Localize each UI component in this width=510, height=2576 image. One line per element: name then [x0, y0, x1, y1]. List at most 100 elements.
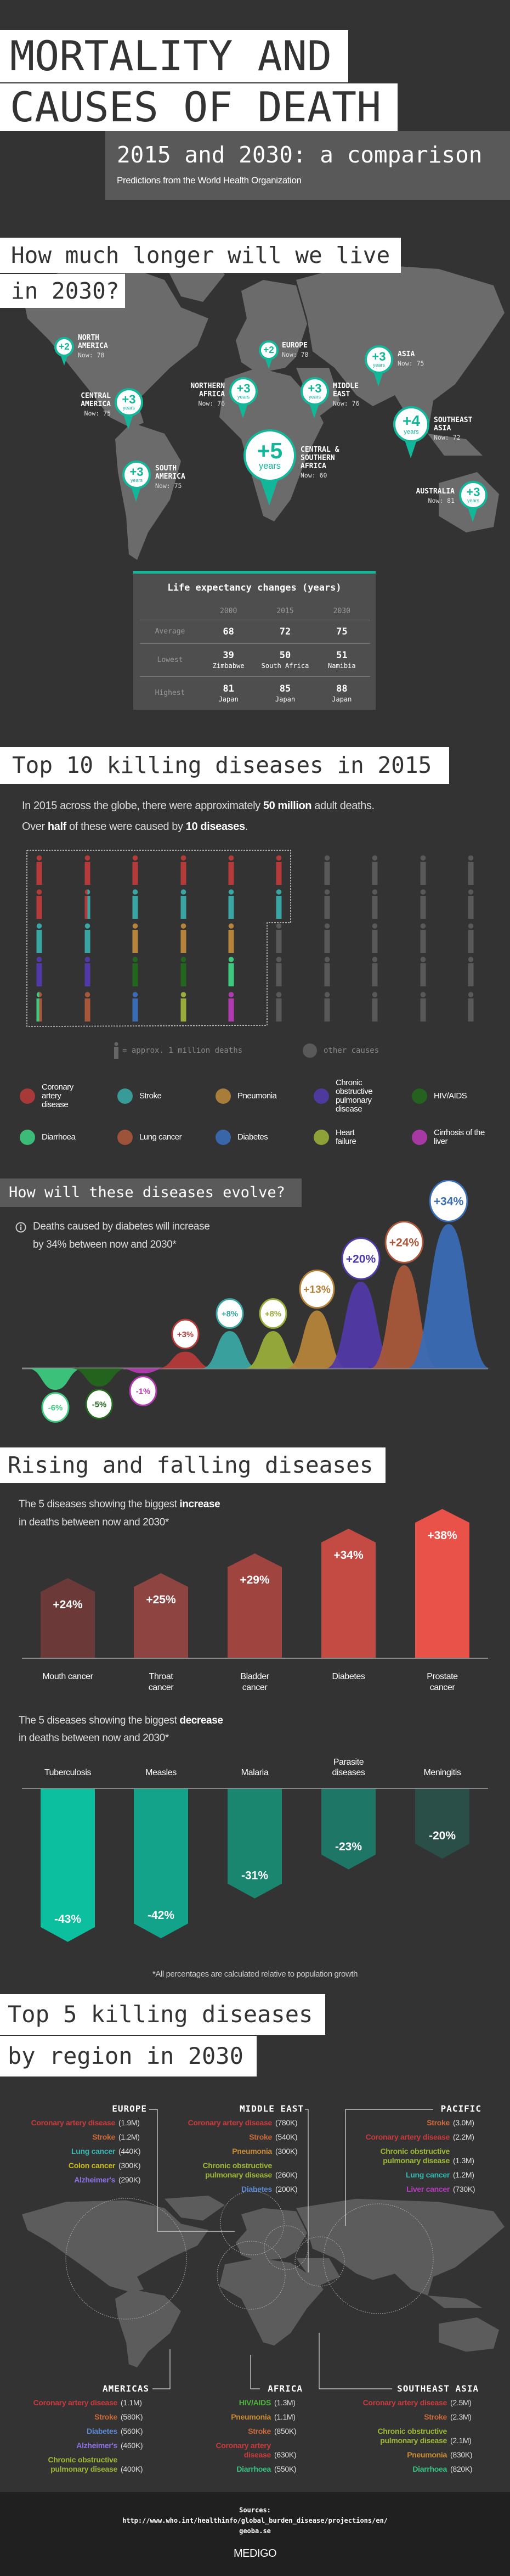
person-icon-other	[420, 992, 426, 1022]
medigo-logo: MEDIGO	[233, 2547, 277, 2560]
person-icon-other	[324, 889, 330, 919]
person-icon-lung	[84, 992, 90, 1022]
footer: Sources: http://www.who.int/healthinfo/g…	[0, 2492, 510, 2576]
pin-now-value: Now: 78	[78, 351, 105, 359]
person-icon-coronary-stroke	[84, 889, 90, 919]
pin-unit: years	[467, 498, 479, 504]
person-icon-coronary	[84, 855, 90, 885]
table-cell: 72	[257, 626, 313, 638]
increase-bar-category: Throat	[149, 1672, 174, 1681]
top10-intro-line-2: Over half of these were caused by 10 dis…	[22, 820, 248, 833]
person-icon-other	[324, 923, 330, 953]
pin-circle: +3 years	[301, 377, 329, 406]
bump-stroke	[201, 1331, 258, 1368]
region-disease: Chronic obstructive pulmonary disease	[48, 2455, 117, 2473]
legend-dot	[314, 1130, 329, 1145]
region-value: (1.3M)	[274, 2398, 296, 2407]
key-figure: = approx. 1 million deaths	[112, 1042, 242, 1059]
person-icon-other	[372, 957, 378, 986]
person-icon-other	[372, 889, 378, 919]
region-entry: Coronary artery disease (780K)	[167, 2118, 304, 2128]
pin-change: +3	[129, 465, 144, 479]
legend-dot	[117, 1130, 133, 1145]
region-disease: Alzheimer's	[74, 2175, 115, 2184]
person-icon-pneumonia	[228, 923, 234, 953]
region-disease: Diarrhoea	[412, 2465, 447, 2473]
pin-circle: +2	[259, 340, 279, 360]
decrease-bar-value: -20%	[429, 1829, 456, 1842]
source-link-geoba[interactable]: geoba.se	[239, 2527, 271, 2535]
region-value: (200K)	[275, 2185, 298, 2193]
decrease-bar	[228, 1788, 282, 1899]
decrease-bar-category: Tuberculosis	[44, 1768, 92, 1777]
source-link-who[interactable]: http://www.who.int/healthinfo/global_bur…	[122, 2517, 388, 2524]
cell-country: South Africa	[261, 662, 309, 670]
region-disease: Colon cancer	[68, 2161, 115, 2170]
pin-region-label: ASIA Now: 75	[398, 350, 424, 367]
pin-now-value: Now: 75	[84, 409, 111, 417]
region-disease: Coronary artery disease	[365, 2132, 450, 2141]
decrease-bar-category: diseases	[332, 1768, 365, 1777]
pin-region-label: CENTRAL AMERICA Now: 75	[81, 392, 111, 417]
bump-diabetes	[407, 1224, 490, 1368]
legend-label: Diarrhoea	[42, 1132, 76, 1142]
pin-circle: +4 years	[393, 406, 429, 442]
person-icon-coronary	[276, 855, 282, 885]
region-value: (300K)	[275, 2147, 298, 2156]
pin-region-name: EAST	[333, 390, 350, 399]
decrease-text-line-1: The 5 diseases showing the biggest decre…	[19, 1715, 223, 1727]
legend-item-diabetes: Diabetes	[216, 1119, 310, 1155]
pin-region-name: NORTH	[78, 334, 100, 342]
other-causes-dot	[303, 1043, 317, 1058]
person-icon-coronary	[228, 855, 234, 885]
increase-bar	[228, 1553, 282, 1658]
pin-circle: +2	[54, 337, 74, 357]
increase-bar-value: +38%	[427, 1529, 457, 1542]
pin-now-value: Now: 75	[398, 360, 424, 367]
person-icon-hiv	[132, 957, 138, 986]
region-disease: Pneumonia	[407, 2450, 447, 2459]
person-icon-other	[420, 923, 426, 953]
region-americas: AMERICAS Coronary artery disease (1.1M) Str…	[12, 2383, 149, 2479]
pin-region-label: SOUTHEAST ASIA Now: 72	[434, 416, 472, 441]
region-value: (260K)	[275, 2170, 298, 2179]
cell-value: 72	[279, 626, 291, 637]
evolve-heading: How will these diseases evolve?	[0, 1178, 302, 1207]
pin-region-name: SOUTHEAST	[434, 416, 473, 424]
person-icon-other	[420, 957, 426, 986]
region-disease: Diarrhoea	[236, 2465, 271, 2473]
intro-text: .	[245, 821, 248, 833]
pin-region-name: AUSTRALIA	[416, 487, 455, 496]
bump-hiv	[71, 1368, 128, 1387]
pin-region-name: SOUTHERN	[301, 454, 335, 462]
pin-now-value: Now: 60	[301, 472, 327, 479]
intro-text: of these were caused by	[66, 821, 186, 833]
decrease-bar-category: Measles	[145, 1768, 177, 1777]
cell-country: Japan	[218, 695, 239, 703]
pin-region-label: AUSTRALIA Now: 81	[416, 487, 455, 504]
legend-label: Coronary artery disease	[42, 1082, 73, 1109]
legend-item-heart: Heart failure	[314, 1119, 408, 1155]
bump-label-bubble	[429, 1180, 468, 1222]
region-value: (1.1M)	[274, 2412, 296, 2421]
bump-pneumonia	[286, 1310, 348, 1368]
legend-item-lung: Lung cancer	[117, 1119, 212, 1155]
pin-region-label: NORTH AMERICA Now: 78	[78, 334, 108, 359]
region-value: (580K)	[121, 2412, 143, 2421]
region-value: (1.2M)	[453, 2170, 474, 2179]
region-value: (290K)	[118, 2175, 141, 2184]
pin-now-value: Now: 75	[155, 482, 182, 490]
region-entry: Diarrhoea (820K)	[331, 2465, 479, 2474]
bump-label-bubble	[341, 1237, 381, 1280]
decrease-bar-value: -42%	[148, 1909, 174, 1922]
person-icon-other	[276, 957, 282, 986]
title-line-2: CAUSES OF DEATH	[0, 83, 398, 131]
region-value: (2.5M)	[450, 2398, 472, 2407]
region-entry: Liver cancer (730K)	[328, 2185, 481, 2194]
pin-region-label: SOUTH AMERICA Now: 75	[155, 464, 185, 490]
region-value: (3.0M)	[453, 2118, 474, 2127]
region-disease: Chronic obstructive pulmonary disease	[380, 2147, 450, 2165]
top10-outline	[26, 850, 291, 1027]
region-entry: Chronic obstructive pulmonary disease (2.…	[331, 2427, 479, 2445]
region-value: (460K)	[121, 2441, 143, 2450]
